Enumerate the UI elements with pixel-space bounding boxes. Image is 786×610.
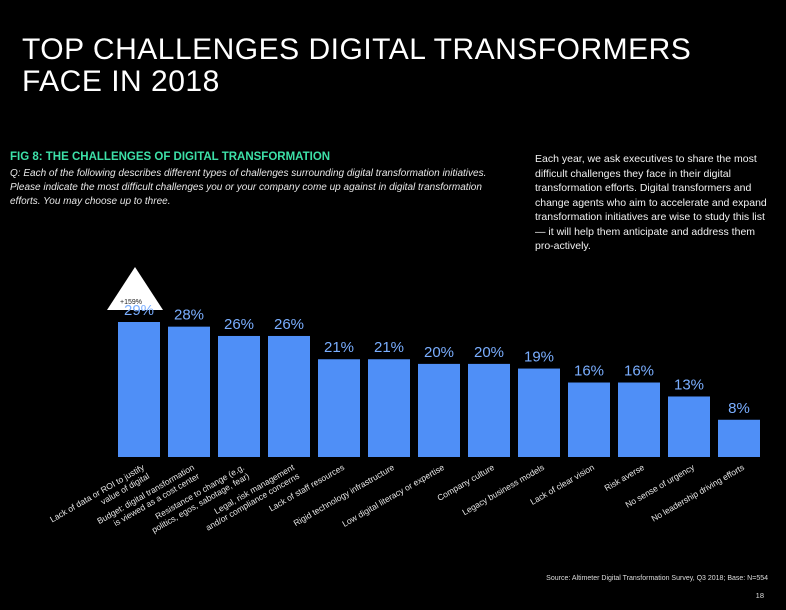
bar	[518, 368, 560, 457]
data-label: 20%	[474, 344, 504, 361]
category-label-line: No leadership driving efforts	[649, 462, 746, 524]
category-label-line: Risk averse	[603, 462, 647, 493]
data-label: 19%	[524, 349, 554, 366]
page-number: 18	[755, 591, 764, 600]
data-label: 28%	[174, 307, 204, 324]
data-label: 13%	[674, 376, 704, 393]
category-label: Legacy business models	[460, 462, 546, 517]
data-label: 8%	[728, 400, 750, 417]
category-label-line: Legacy business models	[460, 462, 546, 517]
bar	[568, 382, 610, 457]
data-label: 21%	[374, 339, 404, 356]
category-label: No leadership driving efforts	[649, 462, 746, 524]
data-label: 21%	[324, 339, 354, 356]
data-label: 26%	[224, 316, 254, 333]
bar	[368, 359, 410, 457]
data-label: 20%	[424, 344, 454, 361]
bar	[668, 396, 710, 457]
data-label: 16%	[574, 363, 604, 380]
figure-label: FIG 8: THE CHALLENGES OF DIGITAL TRANSFO…	[10, 151, 331, 163]
title-line-1: TOP CHALLENGES DIGITAL TRANSFORMERS	[22, 33, 692, 66]
bar	[468, 363, 510, 457]
bar	[718, 419, 760, 457]
growth-badge-label: +159%	[120, 299, 142, 306]
data-label: 29%	[124, 302, 154, 319]
bar	[618, 382, 660, 457]
growth-badge-triangle	[107, 267, 163, 310]
bar	[268, 335, 310, 457]
page-title: TOP CHALLENGES DIGITAL TRANSFORMERS FACE…	[22, 34, 691, 98]
category-label: Risk averse	[603, 462, 647, 493]
survey-question: Q: Each of the following describes diffe…	[10, 168, 487, 207]
bar	[168, 326, 210, 457]
data-label: 16%	[624, 363, 654, 380]
title-line-2: FACE IN 2018	[22, 65, 220, 98]
bar	[218, 335, 260, 457]
bar	[418, 363, 460, 457]
bar	[118, 322, 160, 457]
source-note: Source: Altimeter Digital Transformation…	[546, 575, 768, 582]
data-label: 26%	[274, 316, 304, 333]
bar	[318, 359, 360, 457]
sidebar-text: Each year, we ask executives to share th…	[535, 153, 767, 252]
